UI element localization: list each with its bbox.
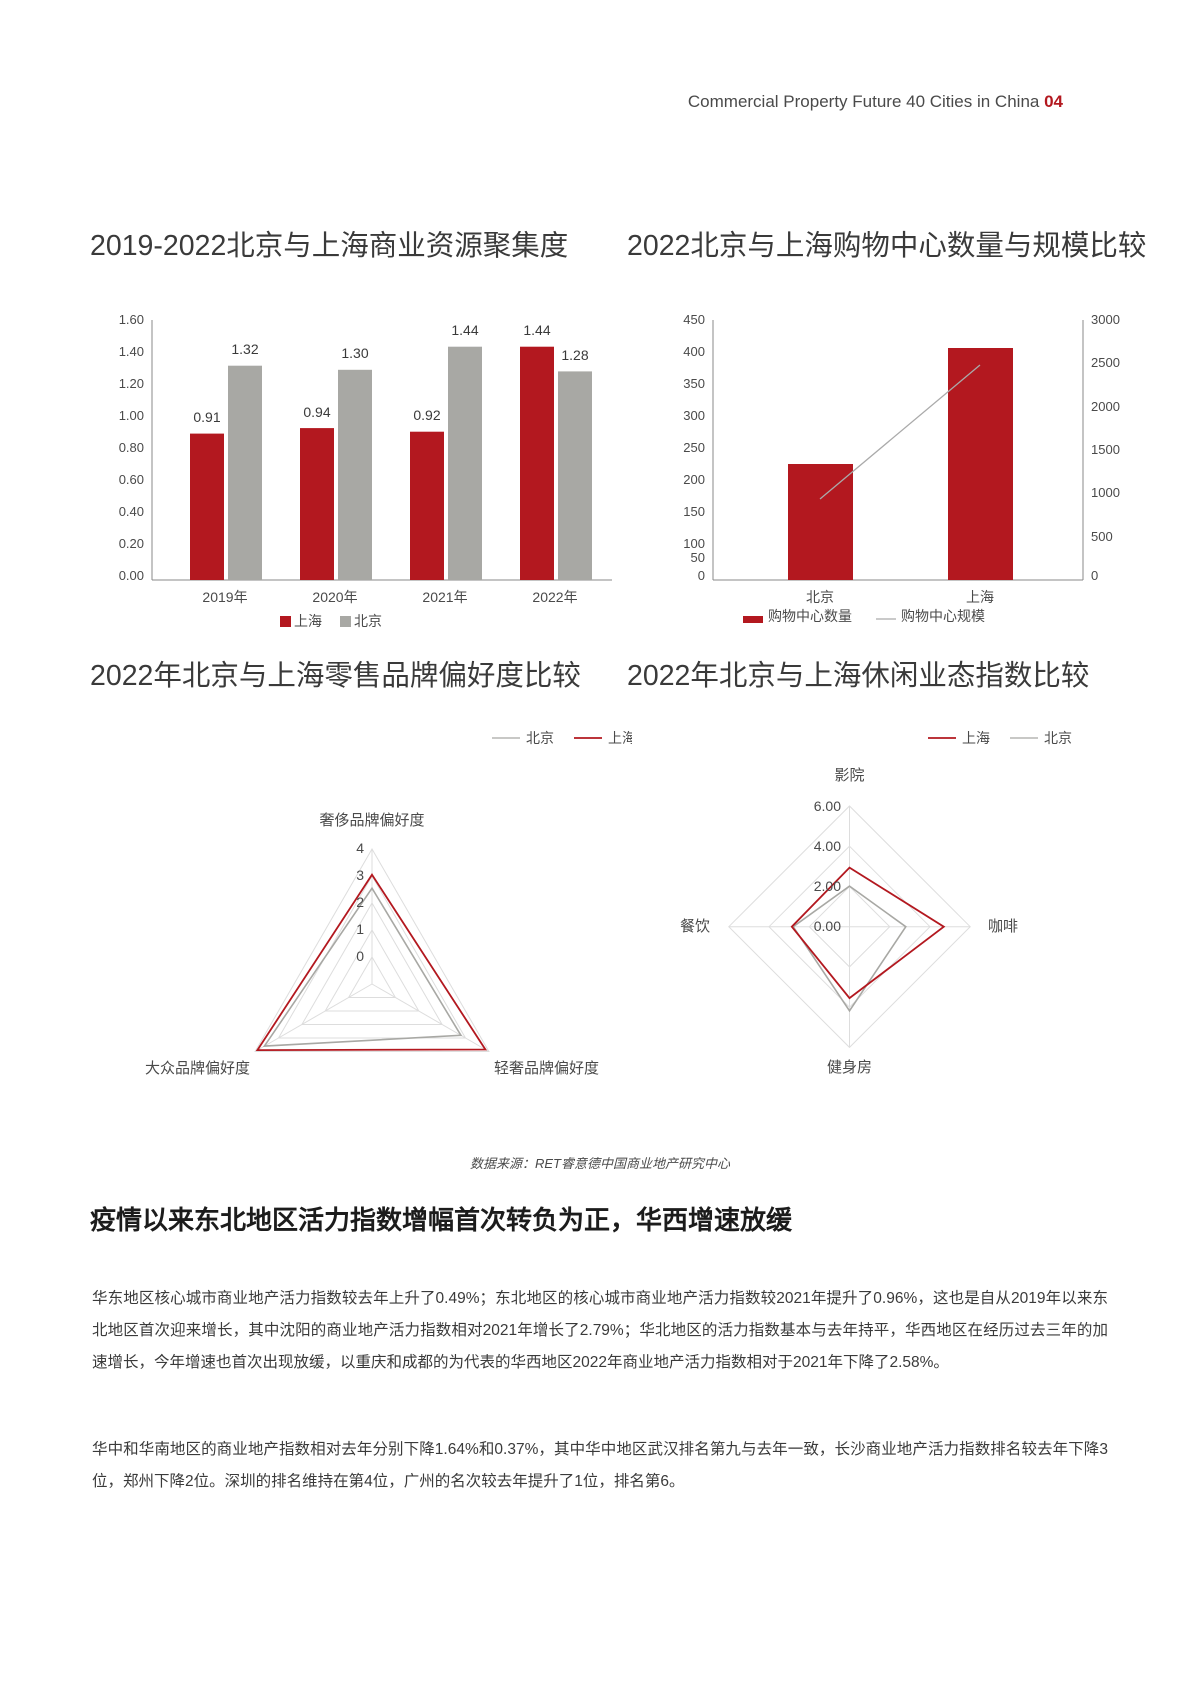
svg-text:1.20: 1.20 xyxy=(119,376,144,391)
svg-text:300: 300 xyxy=(683,408,705,423)
svg-text:1.44: 1.44 xyxy=(451,322,478,338)
svg-text:上海: 上海 xyxy=(608,730,632,746)
svg-text:1: 1 xyxy=(356,921,364,937)
svg-text:200: 200 xyxy=(683,472,705,487)
svg-text:4.00: 4.00 xyxy=(814,838,841,854)
svg-text:4: 4 xyxy=(356,840,364,856)
svg-text:购物中心规模: 购物中心规模 xyxy=(901,608,985,624)
svg-text:0: 0 xyxy=(698,568,705,583)
svg-text:北京: 北京 xyxy=(1044,730,1072,746)
svg-text:餐饮: 餐饮 xyxy=(680,918,710,935)
svg-text:影院: 影院 xyxy=(834,766,864,784)
svg-text:500: 500 xyxy=(1091,529,1113,544)
svg-text:大众品牌偏好度: 大众品牌偏好度 xyxy=(145,1060,250,1077)
svg-text:0.20: 0.20 xyxy=(119,536,144,551)
svg-text:上海: 上海 xyxy=(962,730,990,746)
svg-text:2.00: 2.00 xyxy=(814,878,841,894)
svg-text:奢侈品牌偏好度: 奢侈品牌偏好度 xyxy=(319,812,424,829)
svg-text:1.60: 1.60 xyxy=(119,312,144,327)
svg-text:0.92: 0.92 xyxy=(413,407,440,423)
svg-text:0.60: 0.60 xyxy=(119,472,144,487)
svg-text:0: 0 xyxy=(356,948,364,964)
svg-text:150: 150 xyxy=(683,504,705,519)
svg-text:2500: 2500 xyxy=(1091,355,1120,370)
svg-text:2000: 2000 xyxy=(1091,399,1120,414)
svg-text:2: 2 xyxy=(356,894,364,910)
svg-text:1500: 1500 xyxy=(1091,442,1120,457)
svg-text:0.94: 0.94 xyxy=(303,404,330,420)
svg-text:0.40: 0.40 xyxy=(119,504,144,519)
svg-text:0: 0 xyxy=(1091,568,1098,583)
svg-text:3: 3 xyxy=(356,867,364,883)
svg-text:2021年: 2021年 xyxy=(422,589,467,605)
svg-text:2019年: 2019年 xyxy=(202,589,247,605)
svg-text:北京: 北京 xyxy=(526,730,554,746)
svg-text:0.91: 0.91 xyxy=(193,409,220,425)
svg-text:1.44: 1.44 xyxy=(523,322,550,338)
svg-text:购物中心数量: 购物中心数量 xyxy=(768,608,852,624)
svg-text:3000: 3000 xyxy=(1091,312,1120,327)
svg-text:400: 400 xyxy=(683,344,705,359)
svg-text:100: 100 xyxy=(683,536,705,551)
svg-text:2022年: 2022年 xyxy=(532,589,577,605)
svg-text:上海: 上海 xyxy=(966,589,994,605)
svg-text:0.80: 0.80 xyxy=(119,440,144,455)
svg-text:350: 350 xyxy=(683,376,705,391)
svg-text:450: 450 xyxy=(683,312,705,327)
svg-text:1000: 1000 xyxy=(1091,485,1120,500)
svg-text:1.28: 1.28 xyxy=(561,347,588,363)
svg-text:0.00: 0.00 xyxy=(119,568,144,583)
svg-text:1.40: 1.40 xyxy=(119,344,144,359)
svg-text:北京: 北京 xyxy=(354,613,382,629)
svg-text:1.30: 1.30 xyxy=(341,345,368,361)
svg-text:健身房: 健身房 xyxy=(827,1059,872,1076)
svg-text:2020年: 2020年 xyxy=(312,589,357,605)
svg-text:上海: 上海 xyxy=(294,613,322,629)
svg-text:50: 50 xyxy=(691,550,705,565)
svg-text:北京: 北京 xyxy=(806,589,834,605)
svg-text:250: 250 xyxy=(683,440,705,455)
svg-text:0.00: 0.00 xyxy=(814,918,841,934)
svg-text:1.32: 1.32 xyxy=(231,341,258,357)
svg-text:6.00: 6.00 xyxy=(814,798,841,814)
svg-text:1.00: 1.00 xyxy=(119,408,144,423)
svg-text:轻奢品牌偏好度: 轻奢品牌偏好度 xyxy=(494,1060,599,1077)
svg-text:咖啡: 咖啡 xyxy=(988,918,1018,935)
